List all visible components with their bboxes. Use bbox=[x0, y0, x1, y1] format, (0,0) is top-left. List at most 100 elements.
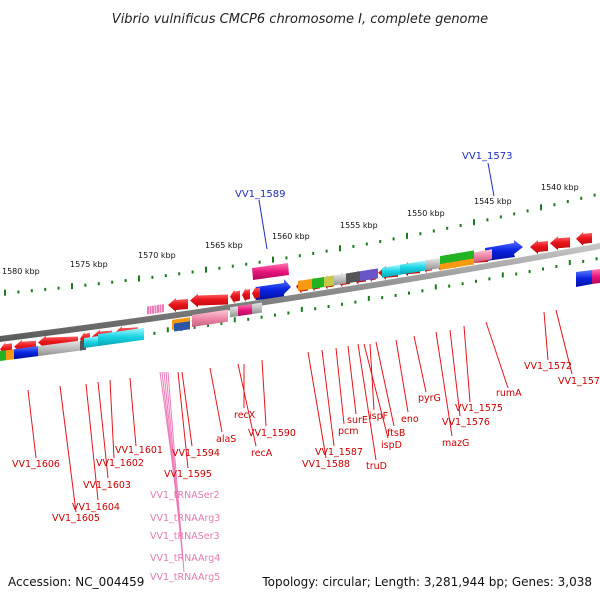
trna-mark bbox=[147, 306, 149, 315]
feature-arrow[interactable] bbox=[256, 279, 291, 300]
gene-arrow bbox=[190, 293, 228, 308]
gene-label[interactable]: truD bbox=[366, 461, 387, 472]
gene-label[interactable]: VV1_1602 bbox=[96, 458, 144, 469]
gene-arrow bbox=[530, 240, 548, 255]
ruler-tick bbox=[298, 254, 301, 258]
gene-label[interactable]: recA bbox=[251, 448, 273, 459]
kbp-labels: 1580 kbp 1575 kbp 1570 kbp 1565 kbp 1560… bbox=[2, 183, 579, 276]
trna-label[interactable]: VV1_tRNASer3 bbox=[150, 531, 220, 542]
reverse-strand-genes bbox=[0, 249, 492, 361]
gene-label[interactable]: ftsB bbox=[387, 428, 405, 439]
kbp-label: 1570 kbp bbox=[138, 251, 176, 260]
backbone-tick bbox=[287, 311, 290, 315]
gene-label[interactable]: VV1_1603 bbox=[83, 480, 131, 491]
gene-label[interactable]: VV1_1601 bbox=[115, 445, 163, 456]
trna-label[interactable]: VV1_tRNAArg3 bbox=[150, 513, 220, 524]
gene-label[interactable]: VV1_1606 bbox=[12, 459, 60, 470]
gene-leader bbox=[109, 379, 115, 459]
ruler-tick bbox=[553, 203, 556, 207]
feature-arrow[interactable] bbox=[485, 240, 523, 261]
marker-leader bbox=[487, 162, 495, 197]
trna-label[interactable]: VV1_tRNASer2 bbox=[150, 490, 220, 501]
backbone-tick bbox=[555, 265, 558, 268]
ruler-tick bbox=[97, 282, 100, 286]
gene-leader bbox=[357, 343, 377, 461]
ruler-tick bbox=[164, 274, 167, 278]
kbp-label: 1560 kbp bbox=[272, 232, 310, 241]
backbone-tick bbox=[220, 321, 223, 325]
marker-label[interactable]: VV1_1589 bbox=[235, 189, 286, 200]
backbone-tick bbox=[260, 315, 263, 319]
gene-leader bbox=[395, 339, 409, 413]
gene-label[interactable]: mazG bbox=[442, 438, 469, 449]
gene-label[interactable]: VV1_1590 bbox=[248, 428, 296, 439]
backbone-tick bbox=[448, 284, 451, 288]
gene-segment bbox=[334, 273, 346, 286]
ruler-tick bbox=[138, 275, 140, 282]
gene-label[interactable]: alaS bbox=[216, 434, 236, 445]
gene-segment bbox=[174, 321, 190, 332]
backbone-tick bbox=[166, 327, 169, 333]
ruler-tick bbox=[124, 279, 127, 283]
ruler-tick bbox=[392, 237, 395, 241]
gene-segment bbox=[440, 250, 474, 265]
feature-bar[interactable] bbox=[252, 263, 289, 280]
backbone-tick bbox=[475, 279, 477, 283]
ruler-tick bbox=[432, 229, 435, 233]
gene-leader bbox=[177, 371, 189, 469]
gene-label[interactable]: surE bbox=[347, 415, 368, 426]
gene-leader bbox=[27, 389, 37, 459]
ruler-tick bbox=[566, 200, 569, 203]
ruler-tick bbox=[191, 270, 194, 274]
gene-segment bbox=[98, 327, 144, 347]
trna-label[interactable]: VV1_tRNAArg4 bbox=[150, 553, 220, 564]
backbone-tick bbox=[595, 257, 598, 261]
trna-mark bbox=[162, 304, 164, 313]
gene-label[interactable]: VV1_1572 bbox=[524, 361, 572, 372]
gene-label[interactable]: rumA bbox=[496, 388, 522, 399]
gene-segment bbox=[238, 304, 252, 317]
gene-label[interactable]: VV1_1576 bbox=[442, 417, 490, 428]
gene-label[interactable]: VV1_1575 bbox=[455, 403, 503, 414]
gene-label[interactable]: VV1_1571 bbox=[558, 376, 600, 387]
backbone-tick bbox=[461, 282, 464, 286]
ruler-tick bbox=[245, 262, 248, 266]
gene-label[interactable]: pyrG bbox=[418, 393, 441, 404]
ruler-tick bbox=[339, 245, 341, 252]
ruler-tick bbox=[272, 256, 274, 263]
ruler-tick bbox=[486, 218, 489, 222]
marker-label[interactable]: VV1_1573 bbox=[462, 151, 513, 162]
backbone-tick bbox=[274, 313, 276, 317]
kbp-label: 1555 kbp bbox=[340, 221, 378, 230]
gene-segment bbox=[440, 258, 474, 271]
gene-label[interactable]: VV1_1587 bbox=[315, 447, 363, 458]
gene-leader bbox=[375, 341, 395, 427]
ruler-tick bbox=[352, 244, 355, 248]
chromosome-backbone bbox=[0, 243, 600, 342]
gene-label[interactable]: eno bbox=[401, 414, 419, 425]
marker-leader bbox=[258, 199, 268, 250]
kbp-label: 1540 kbp bbox=[541, 183, 579, 192]
gene-label[interactable]: VV1_1588 bbox=[302, 459, 350, 470]
backbone-tick bbox=[408, 291, 410, 295]
gene-segment bbox=[84, 336, 98, 349]
gene-label[interactable]: pcm bbox=[338, 426, 359, 437]
gene-label[interactable]: VV1_1594 bbox=[172, 448, 220, 459]
gene-label[interactable]: VV1_1604 bbox=[72, 502, 120, 513]
gene-label[interactable]: recX bbox=[234, 410, 256, 421]
gene-segment bbox=[14, 346, 38, 360]
topology-text: Topology: circular; Length: 3,281,944 bp… bbox=[261, 575, 592, 589]
trna-label[interactable]: VV1_tRNAArg5 bbox=[150, 572, 220, 583]
gene-leader bbox=[321, 349, 335, 447]
gene-label[interactable]: VV1_1605 bbox=[52, 513, 100, 524]
gene-label[interactable]: ispF bbox=[369, 411, 388, 422]
gene-label[interactable]: ispD bbox=[381, 440, 402, 451]
gene-label[interactable]: VV1_1595 bbox=[164, 469, 212, 480]
ruler-tick bbox=[540, 204, 542, 211]
backbone-tick bbox=[542, 267, 544, 271]
feature-block bbox=[576, 270, 592, 287]
backbone-tick bbox=[247, 317, 250, 321]
backbone-tick bbox=[501, 272, 504, 278]
backbone-tick bbox=[434, 284, 437, 290]
gene-leader bbox=[59, 385, 77, 513]
